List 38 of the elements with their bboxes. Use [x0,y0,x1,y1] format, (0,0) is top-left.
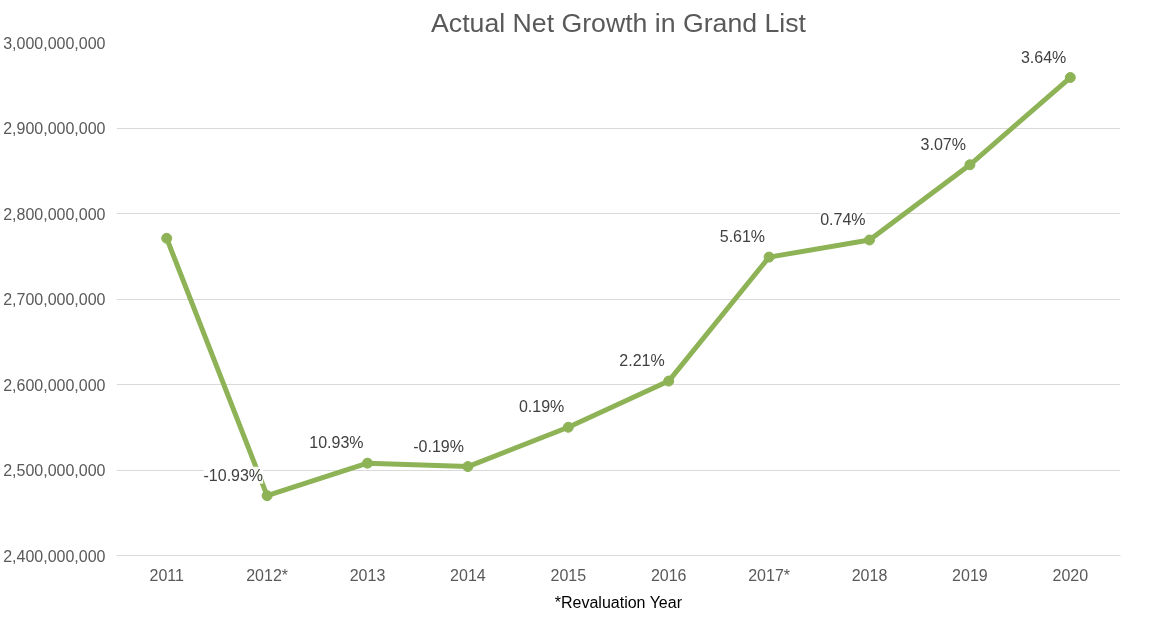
annotation: 0.19% [518,398,565,416]
point [362,457,373,469]
x-tick-label: 2015 [550,566,587,584]
annotation: 0.74% [820,211,866,229]
point [763,251,775,263]
text: *Revaluation Year [554,593,683,611]
chart-title: Actual Net Growth in Grand List [431,7,807,38]
y-tick-label: 2,800,000,000 [3,205,106,223]
annotation: -10.93% [203,466,264,484]
y-tick-label: 2,900,000,000 [3,120,106,137]
point [462,461,474,473]
annotation: -0.19% [413,437,464,455]
x-tick-label: 2018 [851,566,888,584]
point [864,234,875,246]
x-tick-label: 2020 [1052,566,1089,584]
point [261,490,273,502]
y-tick-label: 2,500,000,000 [3,462,106,479]
x-tick-label: 2017* [748,566,791,584]
y-tick-label: 2,700,000,000 [3,291,106,308]
annotation: 2.21% [619,352,665,370]
annotation: 3.64% [1020,48,1067,66]
x-tick-label: 2016 [650,566,687,584]
x-tick-label: 2011 [149,566,184,584]
y-tick-label: 3,000,000,000 [3,34,106,52]
x-tick-label: 2012* [246,566,289,584]
point [964,159,976,171]
y-tick-label: 2,400,000,000 [3,547,106,565]
point [1064,72,1076,84]
annotation: 10.93% [309,434,364,452]
point [663,375,675,387]
point [562,421,574,433]
x-tick-label: 2019 [952,566,988,584]
x-tick-label: 2013 [349,566,386,584]
annotation: 3.07% [920,135,966,153]
y-tick-label: 2,600,000,000 [3,376,106,394]
x-tick-label: 2014 [450,566,486,584]
annotation: 5.61% [719,228,766,246]
point [161,232,173,244]
